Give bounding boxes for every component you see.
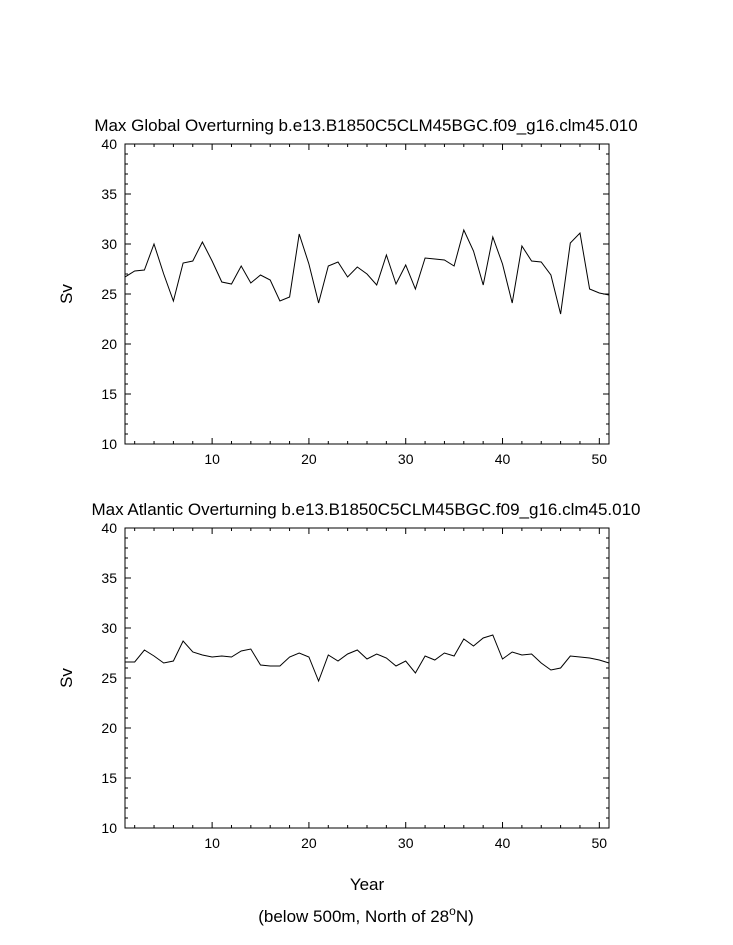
y-tick-label: 25 bbox=[101, 286, 117, 302]
x-tick-label: 20 bbox=[301, 835, 317, 851]
y-tick-label: 15 bbox=[101, 386, 117, 402]
footnote-tail: N) bbox=[456, 907, 474, 926]
y-tick-label: 30 bbox=[101, 620, 117, 636]
atlantic-y-axis-label: Sv bbox=[57, 668, 76, 688]
footnote: (below 500m, North of 28oN) bbox=[258, 904, 474, 926]
y-tick-label: 35 bbox=[101, 186, 117, 202]
y-tick-label: 15 bbox=[101, 770, 117, 786]
atlantic-chart-title: Max Atlantic Overturning b.e13.B1850C5CL… bbox=[91, 500, 640, 519]
y-tick-label: 20 bbox=[101, 720, 117, 736]
atlantic-series bbox=[125, 634, 610, 683]
x-tick-label: 20 bbox=[301, 451, 317, 467]
x-tick-label: 30 bbox=[398, 835, 414, 851]
global-y-axis-label: Sv bbox=[57, 284, 76, 304]
x-axis-label: Year bbox=[350, 875, 385, 894]
x-tick-label: 30 bbox=[398, 451, 414, 467]
global-plot-frame bbox=[124, 143, 610, 445]
atlantic-overturning-panel: Max Atlantic Overturning b.e13.B1850C5CL… bbox=[57, 500, 641, 894]
x-tick-label: 50 bbox=[592, 835, 608, 851]
global-overturning-panel: Max Global Overturning b.e13.B1850C5CLM4… bbox=[57, 116, 638, 467]
atlantic-plot-frame bbox=[124, 527, 610, 829]
atlantic-tick-labels: 10 15 20 25 30 35 40 10 20 30 40 50 bbox=[101, 520, 607, 851]
y-tick-label: 10 bbox=[101, 436, 117, 452]
x-tick-label: 10 bbox=[204, 451, 220, 467]
degree-superscript: o bbox=[449, 904, 456, 918]
y-tick-label: 40 bbox=[101, 136, 117, 152]
global-series bbox=[124, 228, 610, 315]
x-tick-label: 40 bbox=[495, 835, 511, 851]
atlantic-ticks bbox=[125, 527, 609, 829]
atlantic-series-line bbox=[125, 634, 610, 683]
x-tick-label: 10 bbox=[204, 835, 220, 851]
x-tick-label: 50 bbox=[592, 451, 608, 467]
global-ticks bbox=[125, 143, 609, 445]
global-series-line bbox=[124, 228, 610, 315]
y-tick-label: 40 bbox=[101, 520, 117, 536]
global-chart-title: Max Global Overturning b.e13.B1850C5CLM4… bbox=[94, 116, 637, 135]
y-tick-label: 30 bbox=[101, 236, 117, 252]
y-tick-label: 10 bbox=[101, 820, 117, 836]
footnote-text: (below 500m, North of 28 bbox=[258, 907, 449, 926]
y-tick-label: 20 bbox=[101, 336, 117, 352]
x-tick-label: 40 bbox=[495, 451, 511, 467]
global-tick-labels: 10 15 20 25 30 35 40 10 20 30 40 50 bbox=[101, 136, 607, 467]
y-tick-label: 25 bbox=[101, 670, 117, 686]
y-tick-label: 35 bbox=[101, 570, 117, 586]
